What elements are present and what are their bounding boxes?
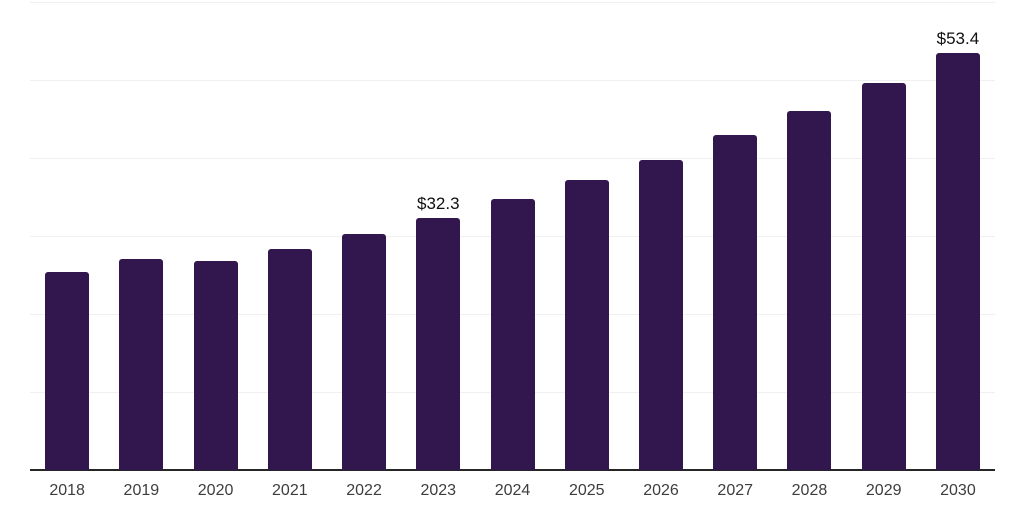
bars-row: $32.3 $53.4 xyxy=(30,2,995,470)
bar-2027 xyxy=(713,135,758,470)
gridline xyxy=(30,158,995,159)
bar-2021 xyxy=(267,249,312,470)
x-tick-label-2025: 2025 xyxy=(568,482,605,499)
bar-group-2018 xyxy=(30,2,104,470)
bar-group-2023: $32.3 xyxy=(401,2,475,470)
bar-2019 xyxy=(119,259,164,470)
bar-group-2020 xyxy=(178,2,252,470)
bar-2018 xyxy=(45,271,90,470)
bar-2023 xyxy=(416,218,461,470)
bar-group-2025 xyxy=(550,2,624,470)
bar-group-2026 xyxy=(624,2,698,470)
bar-2026 xyxy=(638,159,683,470)
gridline xyxy=(30,2,995,3)
bar-group-2022 xyxy=(327,2,401,470)
x-tick-label-2030: 2030 xyxy=(940,482,976,499)
bar-group-2019 xyxy=(104,2,178,470)
bar-2024 xyxy=(490,199,535,470)
gridline xyxy=(30,80,995,81)
x-tick-label-2027: 2027 xyxy=(717,482,754,499)
bar-value-label: $53.4 xyxy=(936,29,980,49)
x-tick-label-2022: 2022 xyxy=(346,482,382,499)
x-tick-label-2024: 2024 xyxy=(494,482,531,499)
x-tick-label-2023: 2023 xyxy=(420,482,457,499)
bar-2029 xyxy=(861,83,906,470)
x-tick-label-2028: 2028 xyxy=(791,482,828,499)
bar-group-2028 xyxy=(772,2,846,470)
bar-group-2027 xyxy=(698,2,772,470)
plot-area: $32.3 $53.4 xyxy=(30,2,995,470)
bar-group-2024 xyxy=(475,2,549,470)
bar-group-2021 xyxy=(253,2,327,470)
bar-2028 xyxy=(787,111,832,470)
bar-group-2030: $53.4 xyxy=(921,2,995,470)
x-tick-label-2026: 2026 xyxy=(643,482,679,499)
x-tick-label-2021: 2021 xyxy=(272,482,308,499)
x-tick-label-2020: 2020 xyxy=(197,482,234,499)
x-tick-label-2018: 2018 xyxy=(49,482,85,499)
bar-2025 xyxy=(564,179,609,470)
bar-value-label: $32.3 xyxy=(417,194,460,214)
bar-group-2029 xyxy=(847,2,921,470)
x-tick-label-2019: 2019 xyxy=(123,482,160,499)
x-axis-labels: 2018 2019 2020 2021 2022 2023 2024 2025 2026 2027… xyxy=(30,470,995,504)
bar-2030 xyxy=(935,53,980,470)
bar-2020 xyxy=(193,260,238,470)
x-axis-line xyxy=(30,469,995,471)
x-tick-label-2029: 2029 xyxy=(865,482,902,499)
bar-2022 xyxy=(342,234,387,470)
